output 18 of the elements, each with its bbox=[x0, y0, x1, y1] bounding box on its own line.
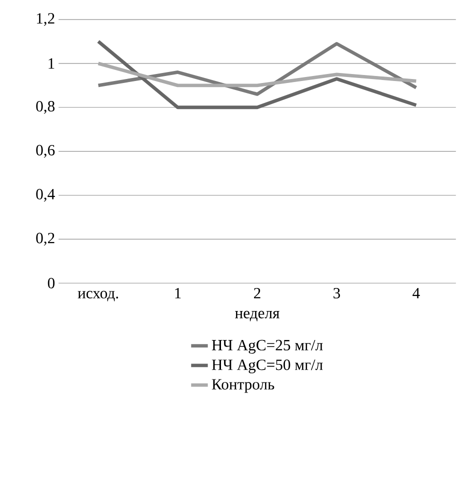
y-tick-label: 0,6 bbox=[36, 144, 55, 158]
legend-label: Контроль bbox=[212, 379, 274, 393]
legend-label: НЧ AgC=25 мг/л bbox=[212, 340, 323, 354]
x-axis-title: неделя bbox=[235, 310, 280, 322]
line-series bbox=[96, 62, 418, 88]
x-tick-label: исход. bbox=[78, 290, 118, 302]
y-tick-label: 0 bbox=[48, 278, 55, 288]
y-tick-label: 0,4 bbox=[36, 188, 56, 202]
line-series bbox=[96, 40, 418, 110]
x-tick-label: 1 bbox=[175, 288, 181, 298]
y-tick-label: 1 bbox=[48, 58, 54, 69]
x-tick-label: 2 bbox=[254, 288, 260, 298]
y-tick-label: 0,8 bbox=[36, 100, 55, 114]
y-tick-label: 1,2 bbox=[37, 13, 54, 26]
x-tick-label: 4 bbox=[412, 288, 420, 298]
x-tick-label: 3 bbox=[334, 288, 340, 298]
y-tick-label: 0,2 bbox=[36, 232, 54, 246]
legend-label: НЧ AgC=50 мг/л bbox=[212, 360, 323, 374]
